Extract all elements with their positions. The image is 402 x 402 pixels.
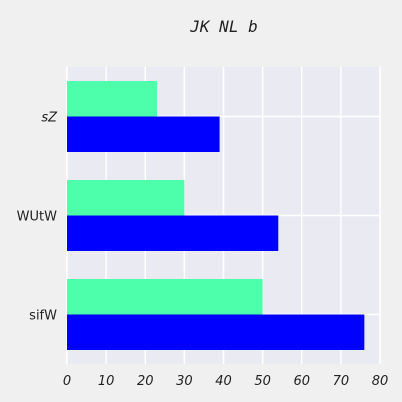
x-tick-label: 80	[372, 374, 389, 389]
bar-sifW-series-2	[67, 314, 365, 350]
y-tick-label: sifW	[29, 309, 57, 324]
x-tick-label: 40	[215, 374, 232, 389]
y-axis-ticks: sZ WUtW sifW	[17, 111, 58, 324]
x-tick-label: 50	[254, 374, 271, 389]
x-tick-label: 10	[98, 374, 115, 389]
x-tick-label: 20	[137, 374, 154, 389]
chart-title: JK NL b	[189, 17, 257, 36]
bar-sifW-series-1	[67, 279, 263, 315]
bar-sZ-series-1	[67, 81, 157, 117]
x-tick-label: 30	[176, 374, 193, 389]
x-tick-label: 60	[293, 374, 310, 389]
x-axis-ticks: 0 10 20 30 40 50 60 70 80	[63, 374, 388, 389]
bar-WUtW-series-2	[67, 215, 279, 251]
bars	[67, 81, 365, 350]
y-tick-label: WUtW	[17, 210, 57, 225]
bar-WUtW-series-1	[67, 180, 185, 216]
x-tick-label: 70	[333, 374, 350, 389]
y-tick-label: sZ	[41, 111, 58, 126]
x-tick-label: 0	[63, 374, 71, 389]
bar-sZ-series-2	[67, 116, 220, 152]
